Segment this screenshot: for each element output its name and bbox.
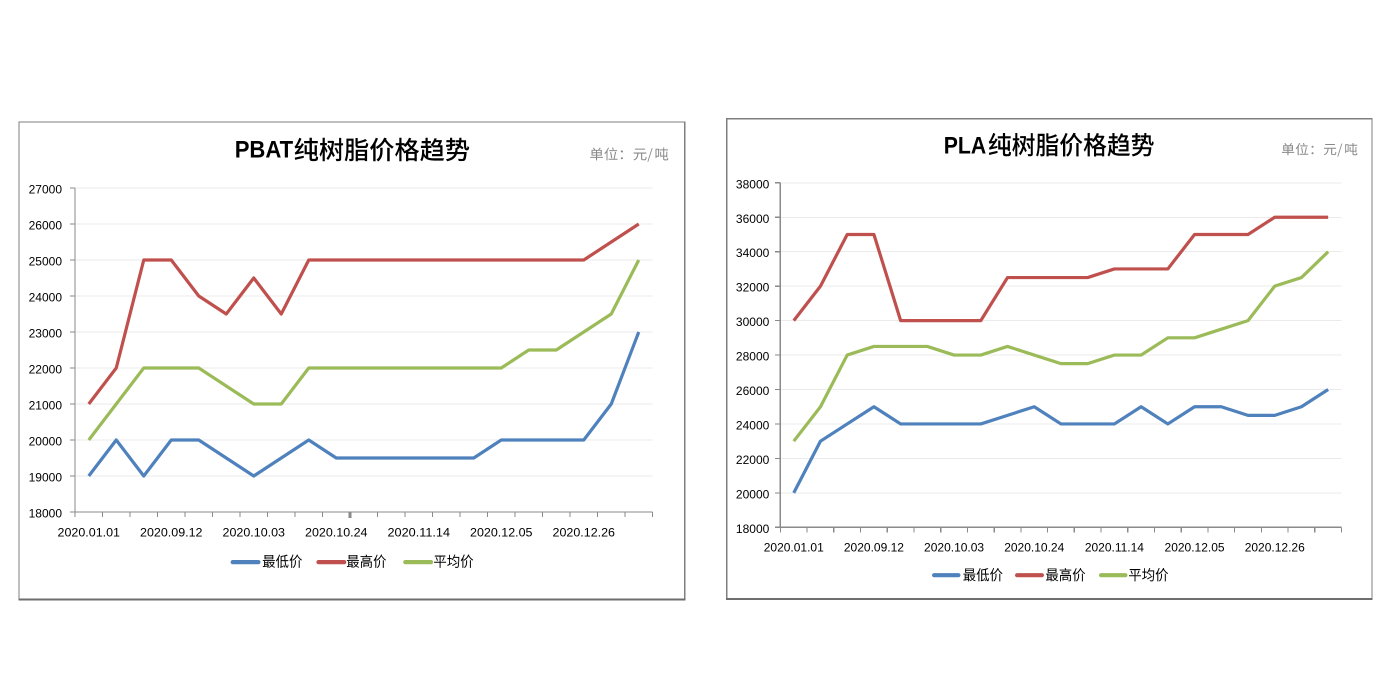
svg-text:18000: 18000 <box>29 507 63 521</box>
svg-text:18000: 18000 <box>736 522 770 536</box>
svg-text:2020.10.03: 2020.10.03 <box>223 526 286 540</box>
svg-text:25000: 25000 <box>29 255 63 269</box>
svg-text:2020.10.24: 2020.10.24 <box>1004 540 1064 554</box>
svg-text:PLA: PLA <box>944 132 986 159</box>
svg-text:22000: 22000 <box>736 453 770 467</box>
svg-text:2020.10.24: 2020.10.24 <box>305 526 368 540</box>
svg-text:24000: 24000 <box>29 291 63 305</box>
svg-text:2020.09.12: 2020.09.12 <box>844 540 904 554</box>
svg-text:2020.12.05: 2020.12.05 <box>1165 540 1225 554</box>
svg-text:19000: 19000 <box>29 471 63 485</box>
svg-text:24000: 24000 <box>736 418 770 432</box>
svg-text:32000: 32000 <box>736 281 770 295</box>
svg-text:22000: 22000 <box>29 363 63 377</box>
svg-text:2020.09.12: 2020.09.12 <box>140 526 203 540</box>
svg-text:38000: 38000 <box>736 177 770 191</box>
svg-text:2020.01.01: 2020.01.01 <box>764 540 824 554</box>
svg-text:PBAT: PBAT <box>235 137 294 164</box>
svg-text:2020.12.26: 2020.12.26 <box>553 526 616 540</box>
svg-text:2020.11.14: 2020.11.14 <box>1085 540 1144 554</box>
svg-text:2020.11.14: 2020.11.14 <box>388 526 451 540</box>
svg-text:2020.10.03: 2020.10.03 <box>924 540 984 554</box>
svg-text:36000: 36000 <box>736 212 770 226</box>
svg-text:34000: 34000 <box>736 246 770 260</box>
svg-text:2020.12.05: 2020.12.05 <box>470 526 533 540</box>
svg-text:27000: 27000 <box>29 183 63 197</box>
svg-text:21000: 21000 <box>29 399 63 413</box>
svg-text:26000: 26000 <box>736 384 770 398</box>
svg-text:20000: 20000 <box>29 435 63 449</box>
svg-text:28000: 28000 <box>736 350 770 364</box>
svg-text:2020.01.01: 2020.01.01 <box>58 526 121 540</box>
svg-text:26000: 26000 <box>29 219 63 233</box>
svg-text:30000: 30000 <box>736 315 770 329</box>
svg-text:2020.12.26: 2020.12.26 <box>1245 540 1305 554</box>
svg-text:23000: 23000 <box>29 327 63 341</box>
svg-text:20000: 20000 <box>736 487 770 501</box>
